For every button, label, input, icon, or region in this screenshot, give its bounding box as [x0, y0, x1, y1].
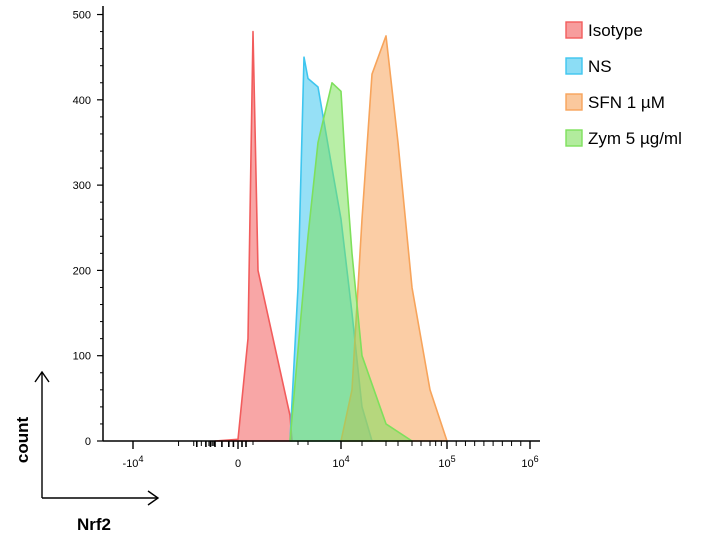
y-tick-label: 200 — [73, 265, 91, 277]
x-tick-label: 105 — [438, 454, 455, 470]
legend: Isotype NS SFN 1 µM Zym 5 µg/ml — [565, 21, 682, 148]
x-axis-label: Nrf2 — [77, 515, 111, 534]
legend-label: Zym 5 µg/ml — [588, 129, 682, 148]
axes: 0 100 200 300 400 500 -104 0 104 105 106 — [73, 6, 540, 470]
legend-swatch — [565, 129, 583, 147]
legend-swatch — [565, 21, 583, 39]
y-tick-label: 400 — [73, 95, 91, 107]
series-zym-5-g-ml-area — [289, 82, 413, 442]
legend-swatch — [565, 57, 583, 75]
x-tick-label: 106 — [521, 454, 538, 470]
plot-area — [103, 30, 540, 442]
y-tick-label: 100 — [73, 351, 91, 363]
x-tick-label: -104 — [123, 454, 144, 470]
legend-swatch — [565, 93, 583, 111]
y-tick-label: 0 — [85, 436, 91, 448]
y-tick-label: 500 — [73, 10, 91, 22]
y-axis-label: count — [13, 417, 32, 464]
axis-captions: count Nrf2 — [13, 370, 160, 534]
x-arrowhead — [147, 490, 160, 506]
series-isotype-area — [214, 30, 293, 442]
x-tick-label: 104 — [332, 454, 349, 470]
y-arrowhead — [34, 370, 50, 383]
y-tick-label: 300 — [73, 180, 91, 192]
x-tick-label: 0 — [235, 458, 241, 470]
legend-label: Isotype — [588, 21, 643, 40]
legend-label: NS — [588, 57, 612, 76]
legend-label: SFN 1 µM — [588, 93, 665, 112]
